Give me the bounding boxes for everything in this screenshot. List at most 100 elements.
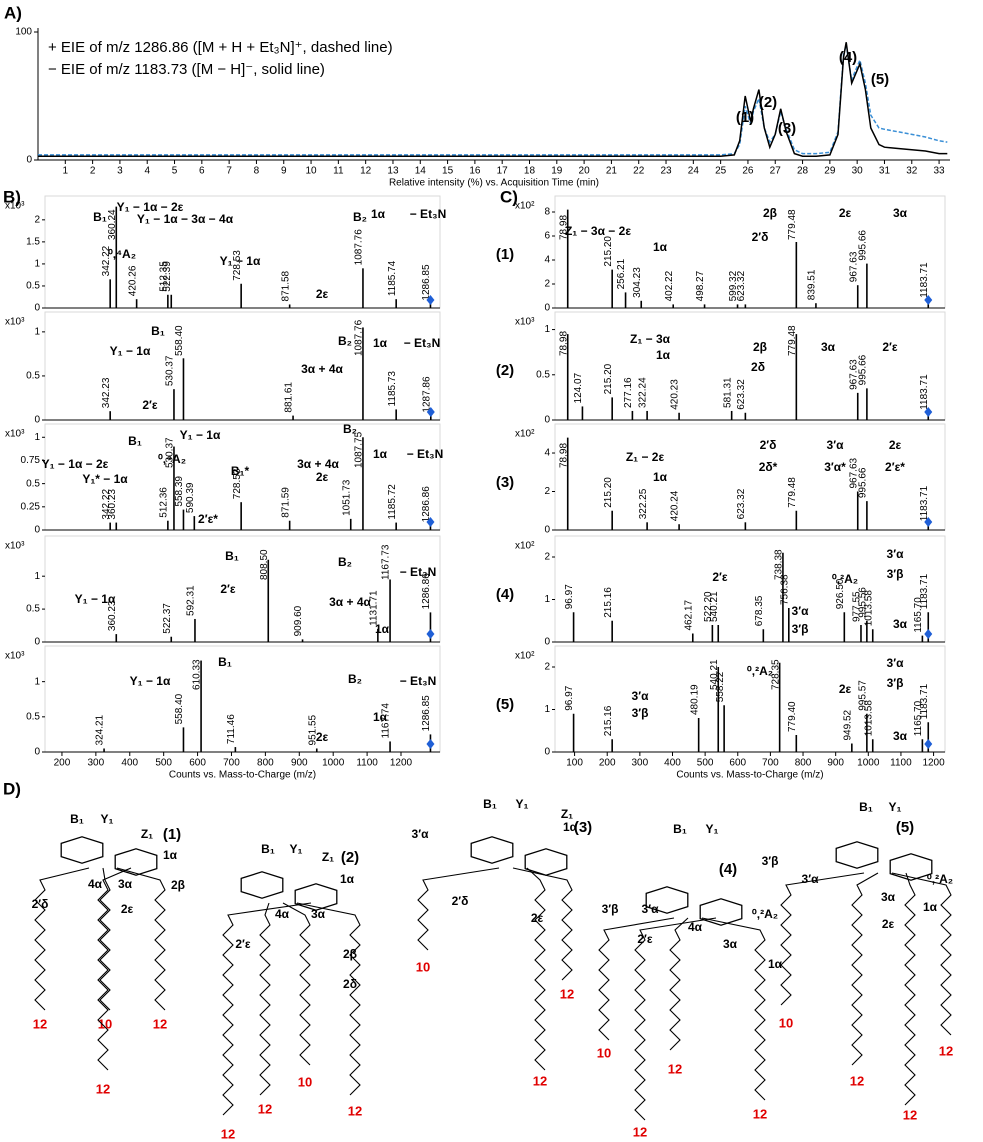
fragment-annotation: 3′β — [887, 567, 904, 581]
cleavage-label: B₁ — [859, 800, 873, 814]
x-tick-label: 19 — [551, 166, 563, 177]
x-tick-label: 14 — [415, 166, 427, 177]
x-tick-label: 5 — [172, 166, 178, 177]
fragment-annotation: 1α — [656, 348, 671, 362]
structure-label: (1) — [163, 826, 181, 843]
x-tick-label: 16 — [469, 166, 481, 177]
y-tick-label: 0 — [26, 155, 32, 166]
peak-label: 530.37 — [165, 437, 176, 468]
series-line — [38, 42, 948, 157]
legend-entry: − EIE of m/z 1183.73 ([M − H]⁻, solid li… — [48, 61, 325, 78]
fragment-annotation: Y₁ − 1α − 2ε — [42, 457, 109, 471]
y-tick-label: 2 — [544, 552, 550, 563]
fragment-annotation: 2′δ — [752, 230, 769, 244]
chain-length: 12 — [633, 1124, 647, 1139]
peak-label: 623.32 — [736, 270, 747, 301]
fragment-annotation: − Et₃N — [410, 207, 447, 221]
x-tick-label: 20 — [579, 166, 591, 177]
spectrum-label: (4) — [496, 586, 514, 603]
y-tick-label: 0 — [34, 415, 40, 426]
cleavage-label: Y₁ — [290, 842, 303, 856]
sugar-ring — [294, 883, 338, 911]
legend-entry: + EIE of m/z 1286.86 ([M + H + Et₃N]⁺, d… — [48, 39, 393, 56]
x-tick-label: 28 — [797, 166, 809, 177]
peak-label: 1286.86 — [421, 486, 432, 523]
peak-label: 995.57 — [858, 680, 869, 711]
x-tick-label: 27 — [770, 166, 782, 177]
x-tick-label: 200 — [54, 758, 71, 769]
fragment-annotation: − Et₃N — [400, 565, 437, 579]
panel-label: D) — [3, 779, 21, 798]
fragment-annotation: − Et₃N — [407, 447, 444, 461]
peak-label: 909.60 — [293, 605, 304, 636]
peak-label: 995.66 — [858, 230, 869, 261]
acyl-chain — [296, 902, 361, 1096]
cleavage-label: 3α — [881, 890, 896, 904]
peak-label: 610.33 — [192, 659, 203, 690]
fragment-annotation: 2ε — [316, 287, 329, 301]
x-tick-label: 600 — [729, 758, 746, 769]
cleavage-label: 2β — [171, 878, 185, 892]
cleavage-label: 3α — [118, 877, 133, 891]
peak-label: 420.24 — [670, 490, 681, 521]
x-tick-label: 15 — [442, 166, 454, 177]
peak-label: 342.22 — [101, 245, 112, 276]
x-tick-label: 23 — [660, 166, 672, 177]
scale-label: x10² — [515, 429, 535, 440]
acyl-chain — [34, 867, 90, 1011]
fragment-annotation: 2δ — [751, 360, 765, 374]
y-tick-label: 8 — [544, 207, 550, 218]
cleavage-label: 2ε — [121, 902, 134, 916]
sugar-ring — [889, 853, 933, 881]
y-tick-label: 0 — [34, 303, 40, 314]
fragment-annotation: − Et₃N — [404, 336, 441, 350]
peak-annotation: (1) — [736, 109, 754, 126]
fragment-annotation: 2′ε — [712, 570, 728, 584]
cleavage-label: B₁ — [483, 797, 497, 811]
peak-label: 1286.85 — [421, 695, 432, 732]
peak-label: 530.37 — [165, 355, 176, 386]
peak-label: 728.53 — [232, 468, 243, 499]
y-tick-label: 1 — [34, 432, 40, 443]
peak-label: 1185.74 — [387, 260, 398, 296]
peak-label: 420.26 — [127, 265, 138, 296]
peak-label: 360.23 — [107, 489, 118, 520]
x-tick-label: 21 — [606, 166, 618, 177]
peak-label: 871.59 — [280, 487, 291, 518]
peak-label: 215.20 — [603, 363, 614, 394]
fragment-annotation: ⁰,²A₂ — [747, 664, 773, 678]
chain-length: 12 — [258, 1101, 272, 1116]
acyl-chain — [851, 872, 879, 1066]
fragment-annotation: 3α — [893, 206, 908, 220]
cleavage-label: 2ε — [882, 917, 895, 931]
x-tick-label: 1000 — [322, 758, 345, 769]
cleavage-label: 3α — [723, 937, 738, 951]
cleavage-label: B₁ — [261, 842, 275, 856]
chain-length: 10 — [298, 1074, 312, 1089]
peak-label: 558.40 — [174, 693, 185, 724]
acyl-chain — [634, 917, 717, 1121]
fragment-annotation: 2ε — [889, 438, 902, 452]
x-tick-label: 300 — [632, 758, 649, 769]
fragment-annotation: 1α — [373, 710, 388, 724]
chain-length: 12 — [850, 1073, 864, 1088]
fragment-annotation: 2′ε — [220, 582, 236, 596]
peak-label: 1185.72 — [387, 484, 398, 520]
spectrum-label: (1) — [496, 246, 514, 263]
peak-annotation: (2) — [759, 94, 777, 111]
sugar-ring — [645, 886, 689, 914]
fragment-annotation: 2ε — [839, 682, 852, 696]
peak-label: 215.20 — [603, 477, 614, 508]
sugar-ring — [240, 871, 284, 899]
peak-label: 977.55 — [852, 591, 863, 622]
fragment-annotation: 3′α — [887, 656, 905, 670]
scale-label: x10³ — [5, 429, 25, 440]
peak-label: 871.58 — [280, 270, 291, 301]
x-tick-label: 3 — [117, 166, 123, 177]
fragment-annotation: 2β — [753, 340, 767, 354]
plot-frame — [554, 423, 946, 531]
fragment-annotation: Y₁ − 1α — [180, 428, 221, 442]
y-tick-label: 0 — [544, 303, 550, 314]
y-tick-label: 0 — [544, 637, 550, 648]
x-tick-label: 18 — [524, 166, 536, 177]
